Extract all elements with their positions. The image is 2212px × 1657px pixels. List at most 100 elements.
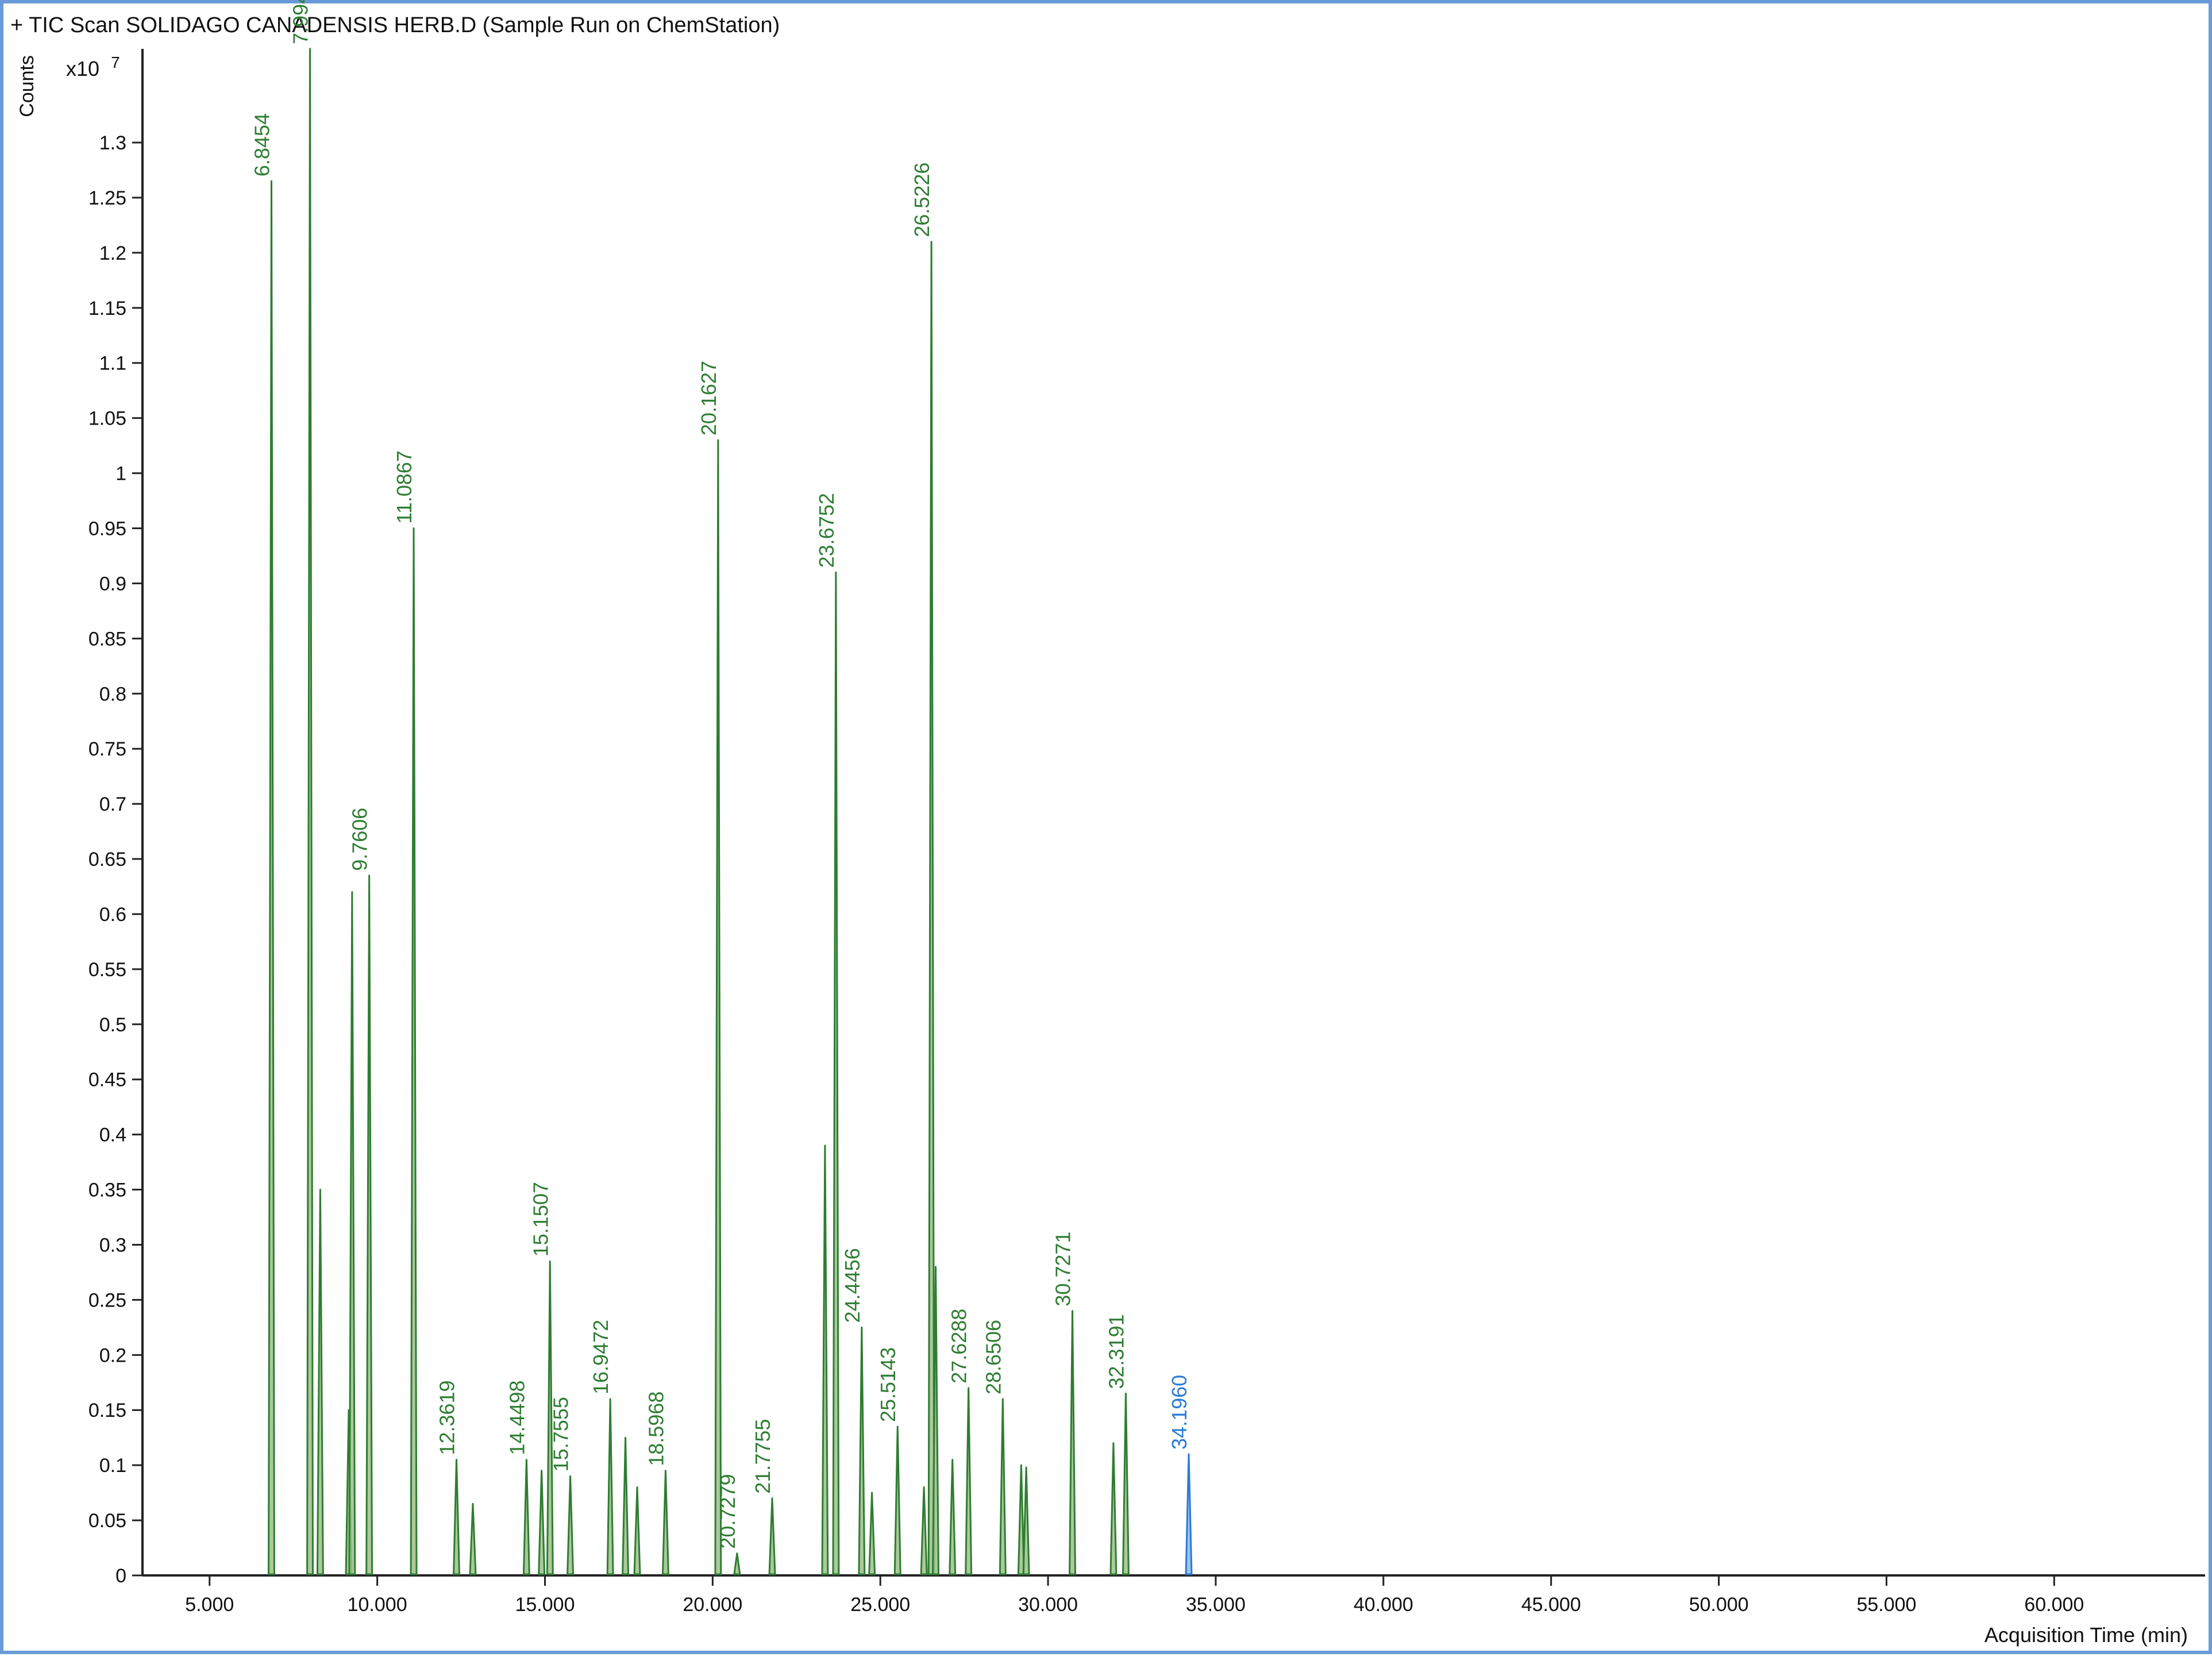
peak bbox=[453, 1459, 460, 1575]
y-tick-label: 0 bbox=[115, 1565, 126, 1587]
y-tick-label: 0.1 bbox=[99, 1455, 126, 1477]
peak-label: 20.7279 bbox=[716, 1474, 739, 1548]
y-tick-label: 1 bbox=[115, 463, 126, 485]
peak bbox=[858, 1326, 866, 1575]
peak bbox=[365, 874, 373, 1575]
x-tick-label: 40.000 bbox=[1354, 1594, 1413, 1616]
peak bbox=[893, 1425, 901, 1575]
peak bbox=[348, 891, 356, 1575]
peak bbox=[821, 1145, 829, 1575]
peak-labels: 6.8454 7.9944 9.7606 11.0867 12.3619 14.4498 1… bbox=[250, 0, 1191, 1549]
peak bbox=[522, 1459, 530, 1575]
peak-label: 9.7606 bbox=[348, 808, 372, 871]
peak-label: 15.7555 bbox=[549, 1397, 573, 1471]
peak bbox=[832, 571, 840, 1575]
x-tick-label: 50.000 bbox=[1689, 1594, 1749, 1616]
peak-label: 30.7271 bbox=[1051, 1231, 1075, 1306]
peak bbox=[1017, 1464, 1025, 1575]
peak bbox=[661, 1470, 669, 1575]
peak bbox=[633, 1486, 641, 1575]
y-tick-label: 0.25 bbox=[88, 1289, 126, 1311]
peak bbox=[768, 1497, 776, 1575]
y-tick-label: 0.05 bbox=[88, 1510, 126, 1532]
y-tick-label: 0.2 bbox=[99, 1344, 126, 1366]
y-tick-label: 1.3 bbox=[99, 132, 126, 154]
peak-label: 20.1627 bbox=[697, 361, 720, 436]
peak bbox=[1069, 1310, 1077, 1575]
y-tick-label: 0.35 bbox=[88, 1180, 126, 1201]
x-tick-label: 35.000 bbox=[1186, 1594, 1246, 1616]
y-tick-label: 0.8 bbox=[99, 683, 126, 705]
peak bbox=[733, 1552, 741, 1575]
x-axis-ticks: 5.000 10.000 15.000 20.000 25.000 30.000 35.00… bbox=[185, 1575, 2084, 1616]
x-tick-label: 5.000 bbox=[185, 1594, 234, 1616]
x-tick-label: 25.000 bbox=[850, 1594, 910, 1616]
peak bbox=[927, 241, 935, 1575]
peak-label: 27.6288 bbox=[947, 1309, 971, 1384]
y-tick-label: 0.3 bbox=[99, 1234, 126, 1256]
peak bbox=[965, 1387, 973, 1575]
x-tick-label: 55.000 bbox=[1856, 1594, 1916, 1616]
peak bbox=[538, 1470, 546, 1575]
peak-label: 18.5968 bbox=[644, 1392, 668, 1466]
y-tick-label: 0.55 bbox=[88, 959, 126, 981]
y-tick-label: 0.4 bbox=[99, 1124, 126, 1146]
y-tick-label: 1.15 bbox=[88, 298, 126, 319]
y-tick-label: 0.7 bbox=[99, 793, 126, 815]
x-tick-label: 45.000 bbox=[1521, 1594, 1581, 1616]
peak bbox=[949, 1459, 957, 1575]
y-tick-label: 0.95 bbox=[88, 518, 126, 540]
peak-label: 7.9944 bbox=[289, 0, 313, 44]
peak bbox=[546, 1260, 554, 1575]
peak-label: 12.3619 bbox=[435, 1380, 458, 1455]
peak-label: 34.1960 bbox=[1167, 1375, 1191, 1450]
y-tick-label: 0.5 bbox=[99, 1014, 126, 1036]
y-tick-label: 0.85 bbox=[88, 628, 126, 650]
peak-label: 23.6752 bbox=[815, 493, 838, 568]
peak bbox=[1109, 1442, 1117, 1575]
y-tick-label: 1.2 bbox=[99, 242, 126, 264]
peak bbox=[410, 527, 418, 1575]
y-tick-label: 0.9 bbox=[99, 573, 126, 595]
peak-label: 16.9472 bbox=[589, 1320, 612, 1394]
y-tick-label: 1.1 bbox=[99, 353, 126, 375]
x-tick-label: 20.000 bbox=[683, 1594, 742, 1616]
peak-highlighted bbox=[1185, 1453, 1193, 1575]
peak-label: 32.3191 bbox=[1104, 1314, 1128, 1389]
peak-label: 11.0867 bbox=[392, 450, 416, 523]
x-tick-label: 60.000 bbox=[2024, 1594, 2084, 1616]
peak-label: 24.4456 bbox=[841, 1248, 864, 1323]
chromatogram-peaks bbox=[268, 48, 1193, 1575]
x-axis-label: Acquisition Time (min) bbox=[1984, 1623, 2188, 1647]
x-tick-label: 15.000 bbox=[515, 1594, 575, 1616]
peak-label: 6.8454 bbox=[250, 113, 273, 176]
y-multiplier: x10 7 bbox=[66, 53, 120, 80]
peak-label: 25.5143 bbox=[876, 1347, 900, 1422]
peak bbox=[567, 1475, 575, 1575]
y-tick-label: 0.65 bbox=[88, 849, 126, 870]
y-tick-label: 0.75 bbox=[88, 738, 126, 760]
peak-label: 14.4498 bbox=[505, 1380, 529, 1455]
peak bbox=[920, 1486, 928, 1575]
peak bbox=[999, 1398, 1007, 1575]
y-axis-ticks: 0 0.05 0.1 0.15 0.2 0.25 0.3 0.35 0.4 0.45 0.5 0.55… bbox=[88, 132, 142, 1587]
y-tick-label: 1.05 bbox=[88, 408, 126, 430]
peak bbox=[268, 180, 275, 1575]
y-tick-label: 0.6 bbox=[99, 904, 126, 926]
peak bbox=[714, 439, 722, 1575]
y-multiplier-exponent: 7 bbox=[111, 53, 120, 71]
peak-label: 15.1507 bbox=[529, 1182, 552, 1257]
peak-label: 21.7755 bbox=[751, 1419, 774, 1494]
peak-label: 26.5226 bbox=[910, 163, 934, 237]
y-tick-label: 0.15 bbox=[88, 1400, 126, 1421]
peak bbox=[316, 1189, 324, 1575]
peak bbox=[868, 1492, 876, 1575]
y-axis-label: Counts bbox=[16, 55, 38, 117]
peak bbox=[622, 1436, 630, 1575]
peak bbox=[1122, 1392, 1130, 1575]
peak bbox=[306, 48, 314, 1575]
y-tick-label: 1.25 bbox=[88, 187, 126, 209]
